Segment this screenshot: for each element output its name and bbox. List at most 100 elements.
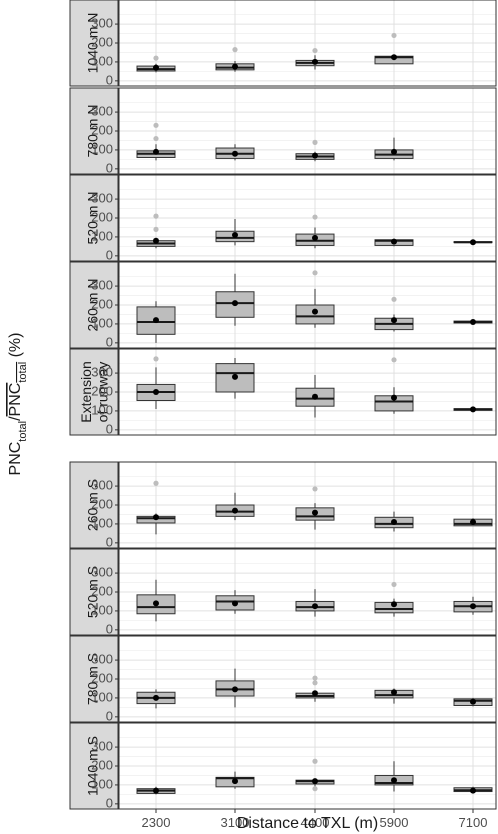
y-tick-label: 0 bbox=[106, 621, 113, 636]
y-tick-label: 100 bbox=[91, 228, 113, 243]
y-tick-label: 200 bbox=[91, 583, 113, 598]
mean-point bbox=[391, 689, 397, 696]
mean-point bbox=[391, 317, 397, 324]
y-axis-title-part: / bbox=[7, 416, 24, 421]
outlier-point bbox=[153, 122, 159, 128]
panel-strip-label: 260 m S bbox=[85, 479, 101, 531]
y-tick-label: 0 bbox=[106, 334, 113, 349]
box bbox=[136, 306, 176, 335]
y-axis-title-part: (%) bbox=[7, 333, 24, 362]
mean-point bbox=[232, 63, 238, 70]
y-tick-label: 200 bbox=[91, 496, 113, 511]
outlier-point bbox=[153, 480, 159, 486]
x-tick-label: 5900 bbox=[380, 815, 409, 830]
y-tick-label: 300 bbox=[91, 191, 113, 206]
y-axis-title-part: total bbox=[17, 362, 29, 383]
panel-strip bbox=[69, 0, 119, 87]
x-tick-label: 2300 bbox=[142, 815, 171, 830]
mean-point bbox=[153, 64, 159, 71]
x-tick-label: 7100 bbox=[459, 815, 488, 830]
y-tick-label: 100 bbox=[91, 776, 113, 791]
mean-point bbox=[470, 519, 476, 526]
mean-point bbox=[470, 698, 476, 705]
outlier-point bbox=[312, 139, 318, 145]
panel-strip bbox=[69, 87, 119, 175]
panel-strip-label-line: of runway bbox=[94, 362, 110, 423]
panel-strip-label: 780 m N bbox=[85, 105, 101, 158]
y-tick-label: 300 bbox=[91, 16, 113, 31]
mean-point bbox=[232, 232, 238, 239]
mean-point bbox=[312, 234, 318, 241]
outlier-point bbox=[391, 357, 397, 363]
y-tick-label: 100 bbox=[91, 689, 113, 704]
outlier-point bbox=[391, 32, 397, 39]
y-tick-label: 0 bbox=[106, 534, 113, 549]
x-tick-label: 3100 bbox=[221, 815, 250, 830]
mean-point bbox=[391, 394, 397, 401]
y-tick-label: 0 bbox=[106, 421, 113, 436]
panel-strip bbox=[69, 548, 119, 636]
mean-point bbox=[391, 54, 397, 61]
y-tick-label: 0 bbox=[106, 247, 113, 262]
outlier-point bbox=[391, 581, 397, 588]
y-tick-label: 100 bbox=[91, 515, 113, 530]
y-tick-label: 100 bbox=[91, 402, 113, 417]
mean-point bbox=[470, 406, 476, 413]
panel-strip-label: 520 m N bbox=[85, 192, 101, 245]
y-tick-label: 200 bbox=[91, 122, 113, 137]
outlier-point bbox=[391, 296, 397, 302]
mean-point bbox=[153, 600, 159, 607]
mean-point bbox=[153, 148, 159, 155]
outlier-point bbox=[232, 47, 238, 53]
outlier-point bbox=[312, 680, 318, 686]
mean-point bbox=[312, 509, 318, 516]
mean-point bbox=[232, 507, 238, 514]
mean-point bbox=[232, 600, 238, 607]
mean-point bbox=[232, 150, 238, 157]
panel-strip-label: 1040 m N bbox=[85, 13, 101, 74]
y-tick-label: 300 bbox=[91, 278, 113, 293]
mean-point bbox=[153, 317, 159, 324]
panel-strip-label: 260 m N bbox=[85, 279, 101, 332]
mean-point bbox=[153, 514, 159, 521]
panel-strip-label: 520 m S bbox=[85, 566, 101, 618]
mean-point bbox=[391, 238, 397, 245]
panel-strip-label: 780 m S bbox=[85, 653, 101, 705]
panel-strip-label-line: Extension bbox=[78, 361, 94, 422]
mean-point bbox=[312, 393, 318, 400]
y-tick-label: 100 bbox=[91, 602, 113, 617]
mean-point bbox=[312, 603, 318, 610]
y-tick-label: 0 bbox=[106, 795, 113, 810]
mean-point bbox=[312, 58, 318, 65]
y-tick-label: 300 bbox=[91, 104, 113, 119]
mean-point bbox=[232, 373, 238, 380]
outlier-point bbox=[312, 270, 318, 276]
y-tick-label: 200 bbox=[91, 757, 113, 772]
mean-point bbox=[232, 778, 238, 785]
mean-point bbox=[312, 308, 318, 315]
y-tick-label: 300 bbox=[91, 652, 113, 667]
y-tick-label: 0 bbox=[106, 708, 113, 723]
mean-point bbox=[470, 319, 476, 326]
y-axis-title: PNCtotal/PNCtotal (%) bbox=[7, 333, 29, 476]
mean-point bbox=[153, 237, 159, 244]
y-tick-label: 200 bbox=[91, 296, 113, 311]
y-tick-label: 200 bbox=[91, 670, 113, 685]
panel-strip bbox=[69, 261, 119, 349]
mean-point bbox=[470, 603, 476, 610]
mean-point bbox=[470, 239, 476, 246]
y-axis-title-part: PNC bbox=[7, 383, 24, 417]
x-tick-label: 4400 bbox=[301, 815, 330, 830]
panel-strip bbox=[69, 722, 119, 810]
mean-point bbox=[312, 152, 318, 159]
outlier-point bbox=[153, 135, 159, 142]
outlier-point bbox=[312, 675, 318, 681]
mean-point bbox=[391, 777, 397, 784]
mean-point bbox=[470, 787, 476, 794]
mean-point bbox=[232, 686, 238, 693]
y-tick-label: 200 bbox=[91, 383, 113, 398]
y-tick-label: 200 bbox=[91, 209, 113, 224]
panel-strip-label: 1040 m S bbox=[85, 736, 101, 796]
mean-point bbox=[391, 601, 397, 608]
